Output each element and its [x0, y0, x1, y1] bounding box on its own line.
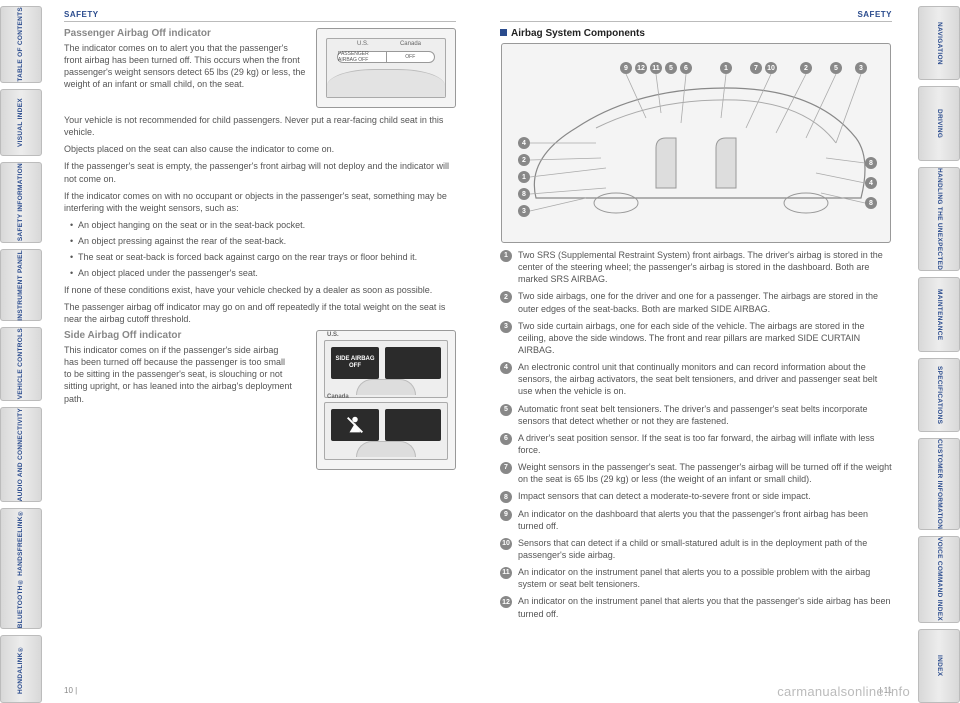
list-item: 11An indicator on the instrument panel t…: [500, 566, 892, 590]
svg-text:4: 4: [869, 180, 873, 187]
svg-text:1: 1: [522, 174, 526, 181]
tab-voice-command[interactable]: VOICE COMMAND INDEX: [918, 536, 960, 622]
tab-vehicle-controls[interactable]: VEHICLE CONTROLS: [0, 327, 42, 400]
passenger-airbag-off-illustration: U.S. Canada PASSENGER AIRBAG OFFOFF: [316, 28, 456, 108]
left-page: SAFETY U.S. Canada PASSENGER AIRBAG OFFO…: [50, 0, 470, 703]
svg-text:3: 3: [859, 65, 863, 72]
tab-driving[interactable]: DRIVING: [918, 86, 960, 160]
svg-text:4: 4: [522, 140, 526, 147]
svg-text:5: 5: [834, 65, 838, 72]
svg-text:8: 8: [522, 191, 526, 198]
page-number: 10 |: [64, 686, 77, 695]
seatbelt-icon: [344, 414, 366, 436]
tab-navigation[interactable]: NAVIGATION: [918, 6, 960, 80]
bullet-item: The seat or seat-back is forced back aga…: [70, 251, 456, 263]
bullet-item: An object pressing against the rear of t…: [70, 235, 456, 247]
body-text: This indicator comes on if the passenger…: [64, 344, 294, 405]
tab-hondalink[interactable]: HONDALINK®: [0, 635, 42, 703]
svg-text:6: 6: [684, 65, 688, 72]
tab-visual-index[interactable]: VISUAL INDEX: [0, 89, 42, 157]
airbag-components-diagram: 9 12 11 5 6 1 7 10 2 5 3 4 2 1 8 3: [501, 43, 891, 243]
body-text: The passenger airbag off indicator may g…: [64, 301, 456, 325]
list-item: 10Sensors that can detect if a child or …: [500, 537, 892, 561]
body-text: Your vehicle is not recommended for chil…: [64, 114, 456, 138]
svg-text:10: 10: [767, 65, 775, 72]
list-item: 2Two side airbags, one for the driver an…: [500, 290, 892, 314]
svg-text:2: 2: [804, 65, 808, 72]
list-item: 6A driver's seat position sensor. If the…: [500, 432, 892, 456]
list-item: 12An indicator on the instrument panel t…: [500, 595, 892, 619]
body-text: If the passenger's seat is empty, the pa…: [64, 160, 456, 184]
tab-specifications[interactable]: SPECIFICATIONS: [918, 358, 960, 432]
list-item: 1Two SRS (Supplemental Restraint System)…: [500, 249, 892, 285]
svg-text:5: 5: [669, 65, 673, 72]
header-label: SAFETY: [857, 10, 892, 19]
svg-text:8: 8: [869, 200, 873, 207]
list-item: 9An indicator on the dashboard that aler…: [500, 508, 892, 532]
list-item: 4An electronic control unit that continu…: [500, 361, 892, 397]
tab-unexpected[interactable]: HANDLING THE UNEXPECTED: [918, 167, 960, 271]
svg-text:2: 2: [522, 157, 526, 164]
tab-instrument-panel[interactable]: INSTRUMENT PANEL: [0, 249, 42, 322]
list-item: 8Impact sensors that can detect a modera…: [500, 490, 892, 502]
body-text: Objects placed on the seat can also caus…: [64, 143, 456, 155]
svg-text:3: 3: [522, 208, 526, 215]
svg-text:9: 9: [624, 65, 628, 72]
side-airbag-off-illustration: U.S. SIDE AIRBAG OFF Canada: [316, 330, 456, 470]
svg-text:11: 11: [652, 65, 660, 72]
left-tab-strip: TABLE OF CONTENTS VISUAL INDEX SAFETY IN…: [0, 0, 42, 703]
tab-customer-info[interactable]: CUSTOMER INFORMATION: [918, 438, 960, 530]
svg-text:1: 1: [724, 65, 728, 72]
tab-index[interactable]: INDEX: [918, 629, 960, 703]
svg-text:7: 7: [754, 65, 758, 72]
body-text: If the indicator comes on with no occupa…: [64, 190, 456, 214]
right-tab-strip: NAVIGATION DRIVING HANDLING THE UNEXPECT…: [918, 0, 960, 703]
tab-safety-info[interactable]: SAFETY INFORMATION: [0, 162, 42, 242]
bullet-item: An object placed under the passenger's s…: [70, 267, 456, 279]
tab-audio-connectivity[interactable]: AUDIO AND CONNECTIVITY: [0, 407, 42, 502]
tab-bluetooth[interactable]: BLUETOOTH® HANDSFREELINK®: [0, 508, 42, 629]
body-text: If none of these conditions exist, have …: [64, 284, 456, 296]
list-item: 3Two side curtain airbags, one for each …: [500, 320, 892, 356]
bullet-list: An object hanging on the seat or in the …: [64, 219, 456, 280]
svg-text:8: 8: [869, 160, 873, 167]
watermark: carmanualsonline.info: [777, 684, 910, 699]
right-page: SAFETY Airbag System Components 9 12 11 …: [486, 0, 906, 703]
page-header-left: SAFETY: [64, 10, 456, 22]
list-item: 7Weight sensors in the passenger's seat.…: [500, 461, 892, 485]
page-header-right: SAFETY: [500, 10, 892, 22]
header-label: SAFETY: [64, 10, 99, 19]
svg-text:12: 12: [637, 65, 645, 72]
list-item: 5Automatic front seat belt tensioners. T…: [500, 403, 892, 427]
tab-maintenance[interactable]: MAINTENANCE: [918, 277, 960, 351]
numbered-list: 1Two SRS (Supplemental Restraint System)…: [500, 249, 892, 620]
section-title-components: Airbag System Components: [500, 28, 892, 39]
bullet-item: An object hanging on the seat or in the …: [70, 219, 456, 231]
tab-toc[interactable]: TABLE OF CONTENTS: [0, 6, 42, 83]
